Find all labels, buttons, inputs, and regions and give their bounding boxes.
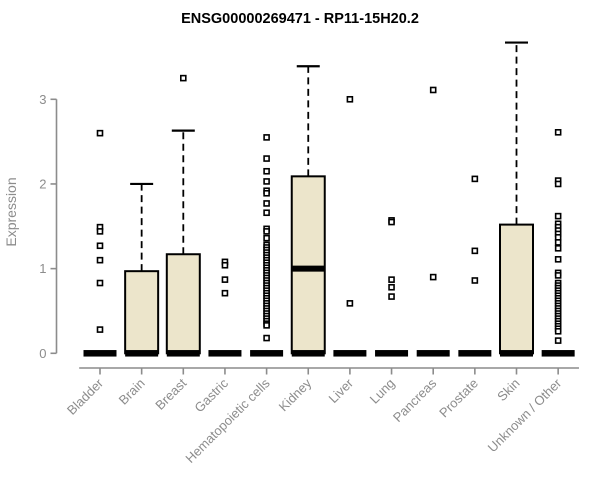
x-tick-label-breast: Breast <box>152 375 189 412</box>
outlier-point-gastric <box>221 289 229 297</box>
outlier-point-unknown-other <box>554 180 562 188</box>
x-tick-label-lung: Lung <box>367 376 398 407</box>
outlier-point-liver <box>346 95 354 103</box>
x-tick-label-kidney: Kidney <box>276 375 315 414</box>
outlier-point-bladder <box>96 326 104 333</box>
y-tick-label: 2 <box>39 177 46 192</box>
box-breast <box>165 253 201 355</box>
outlier-point-unknown-other <box>554 239 562 246</box>
outlier-point-unknown-other <box>554 337 562 344</box>
outlier-point-hematopoietic-cells <box>263 178 270 185</box>
zero-bar-kidney <box>291 350 325 357</box>
x-tick-label-prostate: Prostate <box>436 376 481 421</box>
zero-bar-hematopoietic-cells <box>250 350 284 357</box>
x-tick-label-pancreas: Pancreas <box>390 375 440 425</box>
outlier-point-bladder <box>96 279 104 287</box>
outlier-point-lung <box>388 276 395 283</box>
zero-bar-breast <box>166 350 200 357</box>
y-tick-label: 0 <box>39 346 46 361</box>
outlier-point-hematopoietic-cells <box>263 209 270 217</box>
zero-bar-skin <box>500 350 533 357</box>
outlier-point-prostate <box>471 175 479 183</box>
zero-bar-prostate <box>458 350 492 357</box>
outlier-point-lung <box>388 293 395 300</box>
outlier-point-unknown-other <box>554 272 562 279</box>
outlier-point-unknown-other <box>554 327 562 335</box>
outlier-point-hematopoietic-cells <box>263 134 270 141</box>
zero-bar-pancreas <box>416 350 450 357</box>
box-kidney <box>290 175 326 355</box>
chart-title: ENSG00000269471 - RP11-15H20.2 <box>181 11 419 27</box>
outlier-point-hematopoietic-cells <box>263 189 270 197</box>
x-tick-label-liver: Liver <box>325 375 356 406</box>
y-tick-label: 1 <box>39 261 46 276</box>
y-tick-label: 3 <box>39 92 46 107</box>
outlier-point-bladder <box>96 242 104 250</box>
y-axis-label: Expression <box>3 177 19 246</box>
outlier-point-unknown-other <box>554 129 562 136</box>
outlier-point-unknown-other <box>554 256 562 263</box>
outlier-point-prostate <box>471 277 479 284</box>
outlier-point-pancreas <box>429 86 437 94</box>
outlier-point-liver <box>346 300 354 307</box>
box-skin <box>499 223 534 355</box>
outlier-point-hematopoietic-cells <box>263 167 270 175</box>
outlier-point-gastric <box>221 261 229 269</box>
outlier-point-breast <box>180 74 187 82</box>
outlier-point-lung <box>388 283 395 291</box>
outlier-point-bladder <box>96 129 104 137</box>
outlier-point-hematopoietic-cells <box>263 234 270 242</box>
outlier-point-unknown-other <box>554 234 562 241</box>
outlier-point-hematopoietic-cells <box>263 334 270 342</box>
outlier-point-unknown-other <box>554 212 562 220</box>
outlier-point-hematopoietic-cells <box>263 200 270 207</box>
x-tick-label-skin: Skin <box>494 376 522 404</box>
x-tick-label-unknown-other: Unknown / Other <box>485 375 565 455</box>
outlier-point-pancreas <box>429 273 437 281</box>
zero-bar-gastric <box>208 350 242 357</box>
outlier-point-gastric <box>221 276 229 283</box>
median-kidney <box>291 265 325 272</box>
zero-bar-brain <box>125 350 159 357</box>
outlier-point-hematopoietic-cells <box>263 322 270 329</box>
outlier-point-lung <box>388 218 395 226</box>
x-tick-label-brain: Brain <box>116 376 148 408</box>
zero-bar-lung <box>375 350 409 357</box>
outlier-point-bladder <box>96 228 104 235</box>
x-tick-label-bladder: Bladder <box>64 375 107 418</box>
outlier-point-bladder <box>96 256 104 264</box>
zero-bar-bladder <box>83 350 117 357</box>
box-brain <box>124 270 160 355</box>
x-tick-label-gastric: Gastric <box>191 375 231 415</box>
outlier-point-hematopoietic-cells <box>263 228 270 235</box>
zero-bar-liver <box>333 350 367 357</box>
zero-bar-unknown-other <box>541 350 575 357</box>
outlier-point-prostate <box>471 247 479 255</box>
outlier-point-unknown-other <box>554 245 562 252</box>
outlier-point-hematopoietic-cells <box>263 155 270 162</box>
